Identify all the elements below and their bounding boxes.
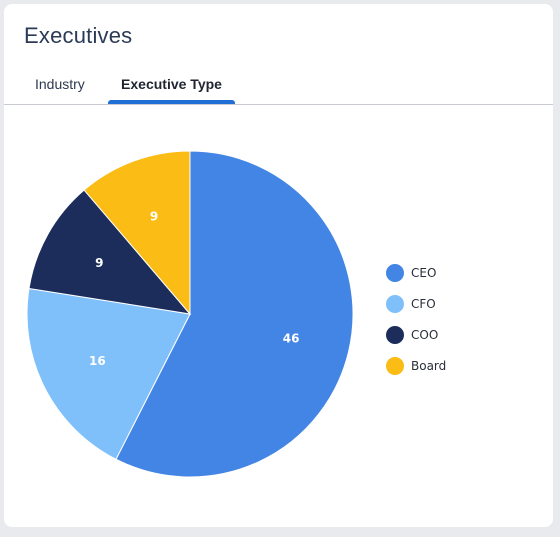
legend-swatch bbox=[386, 326, 404, 344]
pie-slice-cfo[interactable] bbox=[26, 287, 191, 460]
pie-data-label-coo: 9 bbox=[95, 256, 103, 270]
pie-slice-coo[interactable] bbox=[28, 189, 192, 315]
legend-swatch bbox=[386, 357, 404, 375]
legend-swatch bbox=[386, 264, 404, 282]
pie-data-label-ceo: 46 bbox=[283, 331, 300, 345]
legend-swatch bbox=[386, 295, 404, 313]
executives-card: Executives Industry Executive Type 46 16 9… bbox=[4, 4, 553, 527]
tab-bar: Industry Executive Type bbox=[4, 66, 553, 105]
card-title: Executives bbox=[24, 23, 133, 48]
legend-label: CFO bbox=[411, 297, 436, 311]
legend-label: CEO bbox=[411, 266, 437, 280]
pie-slice-board[interactable] bbox=[83, 150, 191, 316]
pie-data-label-board: 9 bbox=[150, 209, 158, 223]
active-tab-indicator bbox=[108, 100, 235, 104]
legend-label: Board bbox=[411, 359, 447, 373]
legend-label: COO bbox=[411, 328, 439, 342]
tab-industry[interactable]: Industry bbox=[35, 76, 85, 92]
tab-executive-type[interactable]: Executive Type bbox=[121, 76, 222, 92]
pie-slice-ceo[interactable] bbox=[115, 150, 354, 478]
executive-type-pie-chart: 46 16 9 9 bbox=[26, 150, 354, 478]
pie-data-label-cfo: 16 bbox=[89, 354, 106, 368]
